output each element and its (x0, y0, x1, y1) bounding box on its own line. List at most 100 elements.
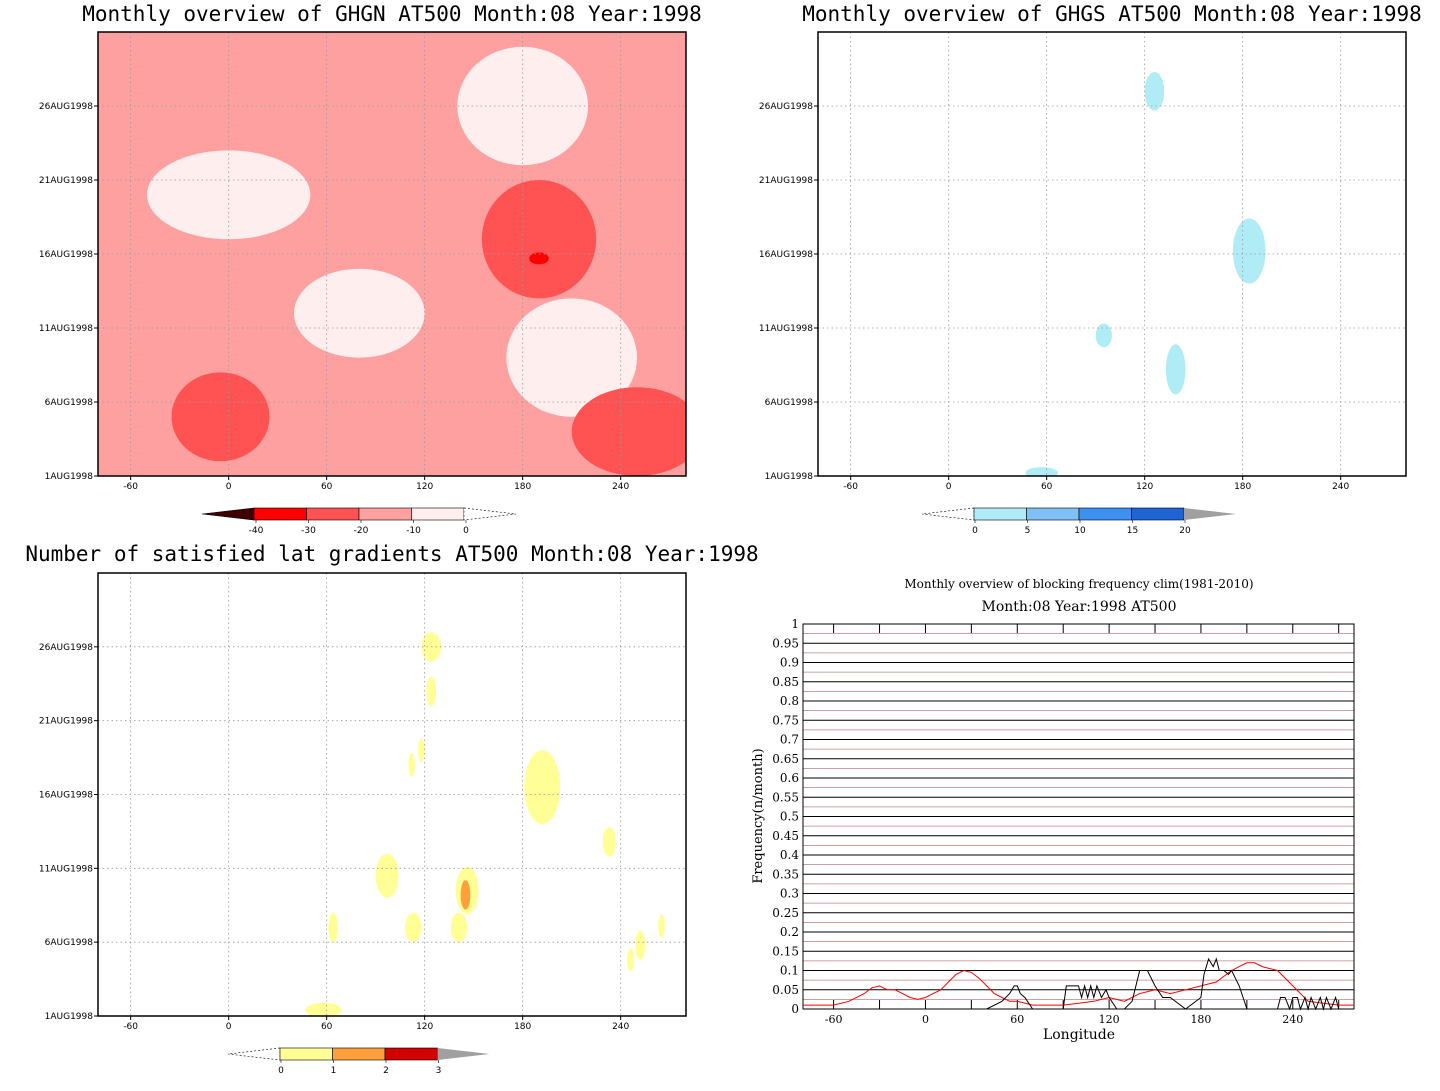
contour-region-6 (602, 826, 616, 857)
y-tick-label: 0.3 (780, 887, 799, 901)
y-tick-label: 0.7 (780, 733, 799, 747)
y-tick-label: 0.15 (772, 944, 799, 958)
contour-region-7 (571, 387, 686, 476)
y-tick-label: 21AUG1998 (39, 717, 93, 727)
contour-region-2 (426, 676, 437, 706)
x-tick-label: 120 (416, 1022, 433, 1032)
colorbar-segment (332, 1047, 386, 1061)
x-tick-label: 0 (226, 1022, 232, 1032)
colorbar-label: 15 (1127, 526, 1138, 536)
contour-region-8 (529, 252, 549, 265)
colorbar-segment (279, 1047, 333, 1061)
y-tick-label: 6AUG1998 (765, 398, 814, 408)
y-tick-label: 6AUG1998 (45, 938, 94, 948)
y-axis-label: Frequency(n/month) (751, 748, 766, 883)
colorbar-segment (384, 1047, 438, 1061)
y-tick-label: 1 (791, 617, 799, 631)
contour-regions (147, 46, 686, 476)
colorbar-segment (973, 507, 1027, 521)
x-tick-label: 240 (612, 482, 629, 492)
y-tick-label: 0.2 (780, 925, 799, 939)
y-tick-label: 0.45 (772, 829, 799, 843)
y-tick-label: 16AUG1998 (39, 791, 93, 801)
x-tick-label: 120 (1099, 1013, 1120, 1026)
panel-title: Monthly overview of GHGN AT500 Month:08 … (82, 2, 702, 26)
contour-region-7 (375, 853, 399, 898)
series-line-observed (803, 957, 1354, 1011)
contour-region-9 (405, 912, 422, 943)
contour-region-16 (460, 880, 471, 910)
contour-region-3 (408, 753, 415, 777)
contour-region-6 (171, 372, 270, 462)
colorbar-segment (358, 507, 412, 521)
colorbar-label: 0 (278, 1066, 284, 1076)
x-tick-label: 0 (946, 482, 952, 492)
contour-region-1 (1144, 71, 1165, 111)
map-panel-2: Monthly overview of GHGS AT500 Month:08 … (759, 2, 1422, 492)
colorbar-label: -10 (406, 526, 421, 536)
x-tick-label: -60 (825, 1013, 843, 1026)
colorbar-label: 3 (436, 1066, 442, 1076)
y-tick-label: 26AUG1998 (39, 102, 93, 112)
contour-region-4 (418, 738, 425, 763)
y-tick-label: 0 (791, 1002, 799, 1016)
x-tick-label: 180 (1190, 1013, 1211, 1026)
contour-region-2 (1232, 218, 1266, 284)
colorbar-label: 10 (1074, 526, 1086, 536)
x-tick-label: 0 (226, 482, 232, 492)
contour-region-4 (1165, 344, 1186, 395)
contour-region-5 (1025, 467, 1059, 476)
y-tick-label: 0.55 (772, 790, 799, 804)
x-tick-label: 240 (612, 1022, 629, 1032)
colorbar-segment (411, 507, 465, 521)
x-tick-label: 120 (1136, 482, 1153, 492)
y-tick-label: 1AUG1998 (45, 472, 94, 482)
y-tick-label: 16AUG1998 (39, 250, 93, 260)
colorbar-right-triangle (463, 507, 517, 521)
colorbar-ghgn: -40 -30 -20 -10 0 (201, 507, 517, 536)
contour-region-11 (328, 912, 339, 943)
contour-region-12 (635, 930, 646, 960)
colorbar-left-triangle (201, 507, 255, 521)
colorbar-right-triangle (1184, 508, 1236, 520)
y-tick-label: 11AUG1998 (39, 864, 93, 874)
map-panel-3: Number of satisfied lat gradients AT500 … (25, 542, 758, 1032)
contour-region-15 (305, 1002, 342, 1016)
y-tick-label: 21AUG1998 (759, 176, 813, 186)
contour-region-3 (294, 268, 425, 358)
chart-frame (802, 623, 1355, 1010)
colorbar-segment (1078, 507, 1132, 521)
contour-region-3 (1095, 323, 1113, 348)
x-tick-label: -60 (123, 1022, 138, 1032)
y-tick-label: 0.05 (772, 983, 799, 997)
x-tick-label: 180 (514, 1022, 531, 1032)
colorbar-left-triangle (921, 507, 975, 521)
colorbar-label: 20 (1179, 526, 1191, 536)
colorbar-gradients: 0 1 2 3 (227, 1047, 490, 1076)
y-tick-label: 16AUG1998 (759, 250, 813, 260)
x-tick-label: 60 (321, 1022, 333, 1032)
y-tick-label: 0.9 (780, 656, 799, 670)
y-tick-label: 0.75 (772, 713, 799, 727)
contour-region-5 (481, 180, 597, 299)
y-tick-label: 1AUG1998 (45, 1012, 94, 1022)
y-tick-label: 11AUG1998 (39, 324, 93, 334)
chart-subtitle: Month:08 Year:1998 AT500 (982, 599, 1177, 615)
panel-title: Monthly overview of GHGS AT500 Month:08 … (802, 2, 1422, 26)
y-tick-label: 11AUG1998 (759, 324, 813, 334)
colorbar-segment (1026, 507, 1080, 521)
colorbar-ghgs: 0 5 10 15 20 (921, 507, 1236, 536)
x-axis-label: Longitude (1043, 1027, 1115, 1043)
y-tick-label: 1AUG1998 (765, 472, 814, 482)
y-tick-label: 0.35 (772, 867, 799, 881)
y-tick-label: 0.4 (780, 848, 799, 862)
x-tick-label: 60 (1041, 482, 1053, 492)
colorbar-label: 2 (383, 1066, 389, 1076)
colorbar-segment (253, 507, 307, 521)
x-tick-label: -60 (123, 482, 138, 492)
chart-title: Monthly overview of blocking frequency c… (904, 577, 1253, 591)
y-tick-label: 0.85 (772, 675, 799, 689)
y-tick-label: 26AUG1998 (39, 643, 93, 653)
colorbar-label: 1 (331, 1066, 337, 1076)
